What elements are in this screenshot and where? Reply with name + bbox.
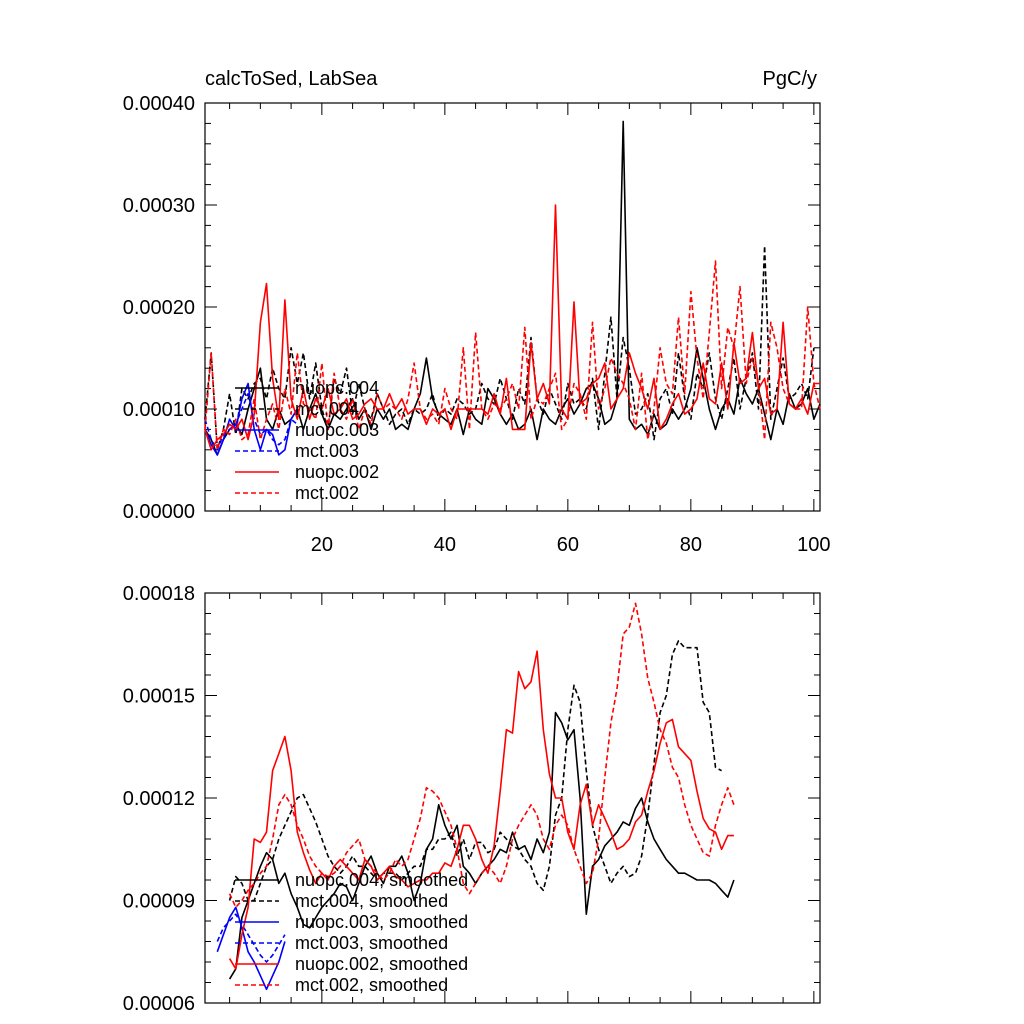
y-tick-label: 0.00018 xyxy=(123,583,195,605)
series-line-mct-002-smoothed xyxy=(228,602,735,909)
legend-label: mct.002 xyxy=(295,483,359,503)
y-tick-label: 0.00020 xyxy=(123,297,195,319)
chart-title: calcToSed, LabSea xyxy=(205,68,378,90)
y-tick-label: 0.00009 xyxy=(123,891,195,913)
legend-label: nuopc.004, smoothed xyxy=(295,870,468,890)
bottom-panel: 0.00006 0.00009 0.00012 0.00015 0.00018 nuopc… xyxy=(123,583,821,1015)
y-tick-label: 0.00012 xyxy=(123,788,195,810)
y-tick-label: 0.00015 xyxy=(123,686,195,708)
x-tick-label: 40 xyxy=(434,534,456,556)
legend-label: nuopc.003, smoothed xyxy=(295,912,468,932)
legend-label: mct.003, smoothed xyxy=(295,933,448,953)
legend-label: mct.004, smoothed xyxy=(295,891,448,911)
legend-label: nuopc.002, smoothed xyxy=(295,954,468,974)
series-line-nuopc-002 xyxy=(204,204,820,451)
series-line-nuopc-004 xyxy=(204,120,821,456)
x-tick-label: 100 xyxy=(797,534,830,556)
series-line-nuopc-003 xyxy=(204,382,298,456)
y-tick-label: 0.00000 xyxy=(123,501,195,523)
series-line-mct-003 xyxy=(204,392,298,451)
y-tick-label: 0.00006 xyxy=(123,993,195,1015)
legend-label: nuopc.004 xyxy=(295,378,379,398)
series-line-mct-004-smoothed xyxy=(228,639,722,902)
y-tick-label: 0.00040 xyxy=(123,93,195,115)
y-tick-label: 0.00030 xyxy=(123,195,195,217)
x-tick-label: 20 xyxy=(311,534,333,556)
legend-label: mct.003 xyxy=(295,441,359,461)
x-tick-label: 80 xyxy=(680,534,702,556)
series-line-nuopc-003-smoothed xyxy=(216,906,286,991)
series-line-mct-004 xyxy=(204,245,815,451)
top-panel: 20 40 60 80 100 0.00000 0.00010 0.00020 0.00030 0… xyxy=(123,93,831,556)
legend-label: mct.002, smoothed xyxy=(295,975,448,995)
legend-label: nuopc.003 xyxy=(295,420,379,440)
series-line-mct-002 xyxy=(204,260,821,451)
legend-label: mct.004 xyxy=(295,399,359,419)
x-tick-label: 60 xyxy=(557,534,579,556)
series-line-nuopc-002-smoothed xyxy=(228,650,734,970)
chart-units: PgC/y xyxy=(763,68,817,90)
y-tick-label: 0.00010 xyxy=(123,399,195,421)
legend-label: nuopc.002 xyxy=(295,462,379,482)
